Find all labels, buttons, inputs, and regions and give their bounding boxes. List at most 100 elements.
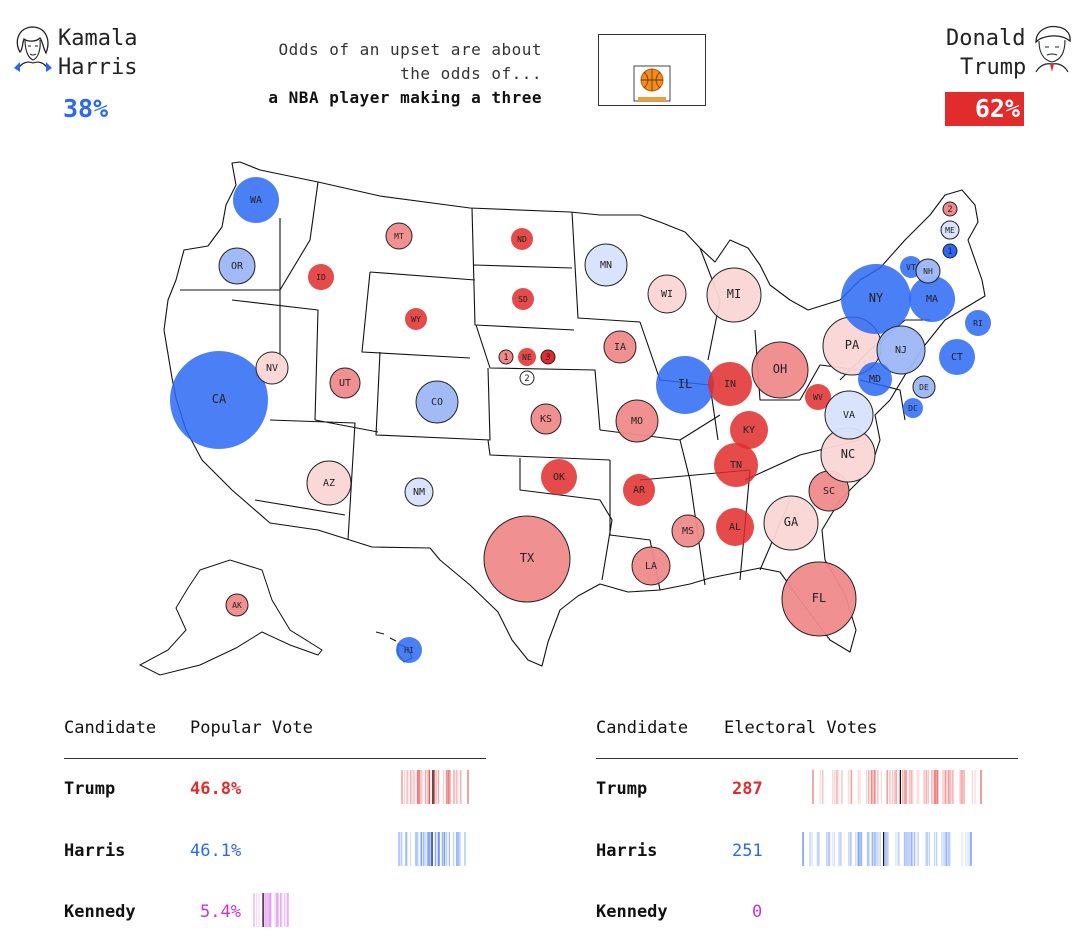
state-label: ME bbox=[945, 226, 955, 235]
alaska-outline bbox=[138, 559, 323, 676]
popular-row-kennedy-name: Kennedy bbox=[64, 902, 136, 922]
state-bubble-or: OR bbox=[218, 247, 256, 285]
state-label: GA bbox=[784, 515, 799, 529]
state-label: RI bbox=[973, 319, 983, 328]
state-bubble-co: CO bbox=[415, 380, 459, 424]
us-outline bbox=[163, 161, 986, 667]
state-label: LA bbox=[645, 561, 657, 572]
state-bubble-oh: OH bbox=[751, 341, 809, 399]
popular-row-trump-value: 46.8% bbox=[190, 779, 242, 799]
odds-line-2: the odds of... bbox=[400, 64, 542, 83]
district-bubble: 2 bbox=[942, 201, 958, 217]
state-bubble-dc: DC bbox=[903, 398, 923, 418]
state-bubble-va: VA bbox=[824, 390, 874, 440]
us-electoral-map: WA OR CA NV ID MT WY UT AZ CO NM ND SD NE KS OK TX MN IA MO… bbox=[138, 161, 991, 676]
state-bubble-de: DE bbox=[912, 375, 936, 399]
popular-row-harris-name: Harris bbox=[64, 841, 126, 861]
state-label: OR bbox=[231, 261, 244, 272]
state-label: MT bbox=[394, 232, 404, 241]
odds-line-3: a NBA player making a three bbox=[268, 88, 542, 107]
state-label: DE bbox=[919, 383, 929, 392]
state-label: AR bbox=[633, 485, 646, 496]
state-bubble-ks: KS bbox=[530, 403, 562, 435]
state-label: VT bbox=[906, 263, 916, 272]
state-label: WV bbox=[813, 393, 823, 402]
electoral-trump-distribution bbox=[812, 770, 982, 804]
electoral-table-header-votes: Electoral Votes bbox=[724, 718, 878, 738]
district-bubble: 3 bbox=[540, 349, 556, 365]
district-bubble: 2 bbox=[519, 370, 535, 386]
state-label: IA bbox=[614, 342, 626, 353]
state-label: OH bbox=[773, 362, 787, 376]
harris-last-name: Harris bbox=[58, 55, 138, 80]
state-label: CA bbox=[212, 392, 227, 406]
state-bubble-ms: MS bbox=[671, 514, 705, 548]
state-label: WY bbox=[411, 315, 421, 324]
state-bubble-nm: NM bbox=[404, 477, 434, 507]
district-bubble: 1 bbox=[942, 243, 958, 259]
state-label: CT bbox=[951, 352, 963, 363]
electoral-row-kennedy-value: 0 bbox=[752, 902, 763, 922]
state-label: MS bbox=[682, 526, 694, 537]
trump-first-name: Donald bbox=[946, 26, 1026, 51]
trump-win-probability: 62% bbox=[945, 92, 1024, 126]
state-label: NC bbox=[841, 447, 855, 461]
state-label: AL bbox=[729, 522, 741, 533]
state-label: VA bbox=[843, 410, 855, 421]
state-label: NV bbox=[266, 363, 278, 374]
popular-row-kennedy-value: 5.4% bbox=[200, 902, 241, 922]
state-bubble-ma: MA bbox=[909, 276, 955, 322]
state-label: KY bbox=[743, 425, 755, 436]
state-bubble-me: ME bbox=[940, 220, 960, 240]
popular-trump-distribution bbox=[401, 770, 469, 804]
popular-table-header-candidate: Candidate bbox=[64, 718, 157, 738]
state-label: OK bbox=[553, 472, 565, 483]
district-label: 3 bbox=[545, 353, 550, 363]
state-label: PA bbox=[845, 338, 860, 352]
popular-table-divider bbox=[64, 758, 486, 759]
district-label: 1 bbox=[947, 247, 952, 257]
trump-last-name: Trump bbox=[960, 55, 1027, 80]
trump-portrait bbox=[1028, 22, 1074, 74]
harris-win-probability: 38% bbox=[63, 94, 109, 123]
state-bubble-hi: HI bbox=[396, 637, 422, 663]
state-label: NJ bbox=[895, 345, 907, 356]
state-bubble-mt: MT bbox=[385, 222, 413, 250]
state-bubble-nj: NJ bbox=[876, 325, 926, 375]
state-label: ND bbox=[517, 235, 527, 244]
electoral-harris-distribution bbox=[802, 832, 972, 866]
state-label: MA bbox=[926, 294, 938, 305]
state-label: DC bbox=[908, 404, 918, 413]
state-label: FL bbox=[812, 591, 826, 605]
state-bubble-ky: KY bbox=[730, 411, 768, 449]
state-bubble-il: IL bbox=[656, 356, 714, 414]
state-bubble-mi: MI bbox=[706, 267, 762, 323]
state-label: WA bbox=[250, 195, 262, 206]
state-label: MN bbox=[600, 260, 612, 271]
state-label: AK bbox=[232, 601, 242, 610]
state-bubble-ar: AR bbox=[623, 474, 655, 506]
state-label: ID bbox=[316, 273, 326, 282]
state-label: NH bbox=[923, 267, 933, 276]
state-bubble-ok: OK bbox=[541, 459, 577, 495]
state-bubble-nh: NH bbox=[915, 258, 941, 284]
state-bubble-az: AZ bbox=[306, 460, 352, 506]
state-label: MD bbox=[869, 374, 881, 385]
state-label: NM bbox=[413, 487, 425, 498]
district-label: 2 bbox=[947, 205, 952, 215]
state-bubble-fl: FL bbox=[781, 561, 857, 637]
state-bubble-md: MD bbox=[858, 362, 892, 396]
state-bubble-wa: WA bbox=[233, 177, 279, 223]
state-label: MO bbox=[631, 416, 643, 427]
state-bubble-wy: WY bbox=[405, 308, 427, 330]
popular-row-trump-name: Trump bbox=[64, 779, 116, 799]
upset-odds-text: Odds of an upset are about the odds of..… bbox=[200, 38, 542, 110]
state-bubble-tx: TX bbox=[483, 515, 571, 603]
state-bubble-al: AL bbox=[716, 508, 754, 546]
state-bubble-id: ID bbox=[308, 264, 334, 290]
state-label: IL bbox=[678, 377, 692, 391]
state-label: TN bbox=[730, 460, 742, 471]
state-bubble-in: IN bbox=[708, 362, 752, 406]
state-bubble-tn: TN bbox=[714, 443, 758, 487]
electoral-row-kennedy-name: Kennedy bbox=[596, 902, 668, 922]
